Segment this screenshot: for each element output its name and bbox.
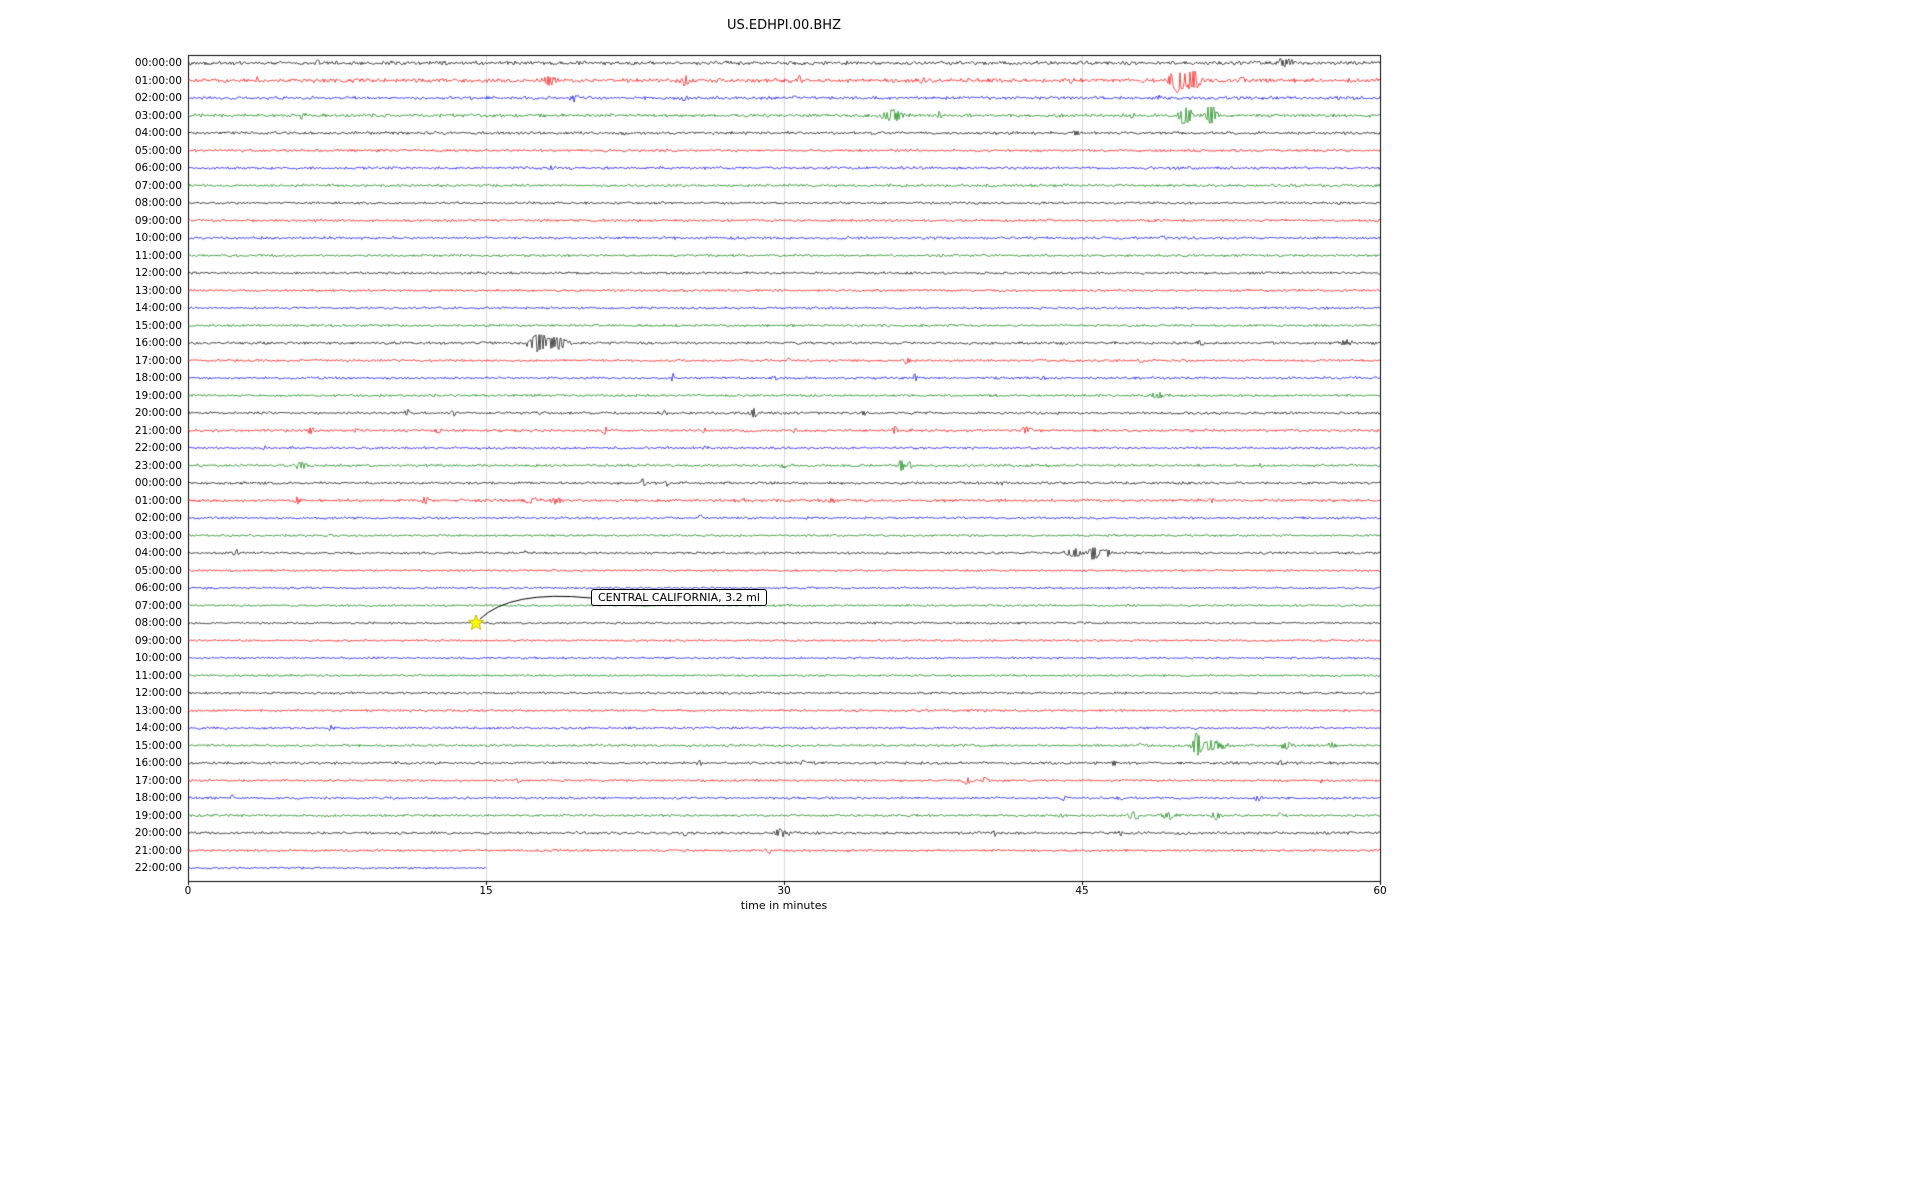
row-label: 12:00:00 [134, 687, 182, 699]
row-label: 09:00:00 [134, 634, 182, 647]
row-label: 22:00:00 [134, 442, 182, 454]
row-label: 12:00:00 [134, 267, 182, 279]
row-label: 21:00:00 [134, 424, 182, 437]
row-label: 10:00:00 [134, 232, 182, 244]
x-tick-label: 15 [479, 885, 493, 897]
row-label: 15:00:00 [134, 739, 182, 752]
row-label: 14:00:00 [134, 302, 182, 314]
row-label: 04:00:00 [134, 547, 182, 559]
x-tick-label: 60 [1373, 885, 1387, 897]
row-label: 11:00:00 [134, 669, 182, 682]
row-label: 13:00:00 [134, 284, 182, 297]
x-tick-label: 30 [777, 885, 791, 897]
row-label: 23:00:00 [134, 459, 182, 472]
row-label: 07:00:00 [134, 179, 182, 192]
row-label: 02:00:00 [134, 92, 182, 104]
row-label: 13:00:00 [134, 704, 182, 717]
row-label: 08:00:00 [134, 197, 182, 209]
row-label: 01:00:00 [134, 74, 182, 87]
row-label: 19:00:00 [134, 389, 182, 402]
row-label: 00:00:00 [134, 477, 182, 489]
row-label: 18:00:00 [134, 372, 182, 384]
annotation-text: CENTRAL CALIFORNIA, 3.2 ml [598, 591, 760, 604]
row-label: 21:00:00 [134, 844, 182, 857]
row-label: 06:00:00 [134, 582, 182, 594]
row-label: 04:00:00 [134, 127, 182, 139]
row-label: 01:00:00 [134, 494, 182, 507]
row-label: 16:00:00 [134, 337, 182, 349]
x-tick-label: 0 [184, 885, 192, 897]
row-label: 18:00:00 [134, 792, 182, 804]
chart-title: US.EDHPI.00.BHZ [727, 18, 841, 33]
row-label: 17:00:00 [134, 354, 182, 367]
x-axis-label: time in minutes [740, 899, 828, 912]
row-label: 10:00:00 [134, 652, 182, 664]
row-label: 14:00:00 [134, 722, 182, 734]
row-label: 06:00:00 [134, 162, 182, 174]
row-label: 20:00:00 [134, 407, 182, 419]
row-label: 03:00:00 [134, 109, 182, 122]
row-label: 11:00:00 [134, 249, 182, 262]
row-label: 05:00:00 [134, 144, 182, 157]
row-label: 00:00:00 [134, 57, 182, 69]
row-label: 22:00:00 [134, 862, 182, 874]
row-label: 07:00:00 [134, 599, 182, 612]
row-label: 16:00:00 [134, 757, 182, 769]
row-label: 19:00:00 [134, 809, 182, 822]
row-label: 20:00:00 [134, 827, 182, 839]
row-label: 05:00:00 [134, 564, 182, 577]
row-label: 15:00:00 [134, 319, 182, 332]
row-label: 02:00:00 [134, 512, 182, 524]
row-label: 03:00:00 [134, 529, 182, 542]
x-tick-label: 45 [1075, 885, 1089, 897]
row-label: 09:00:00 [134, 214, 182, 227]
row-label: 17:00:00 [134, 774, 182, 787]
row-label: 08:00:00 [134, 617, 182, 629]
event-annotation: CENTRAL CALIFORNIA, 3.2 ml [591, 589, 767, 606]
